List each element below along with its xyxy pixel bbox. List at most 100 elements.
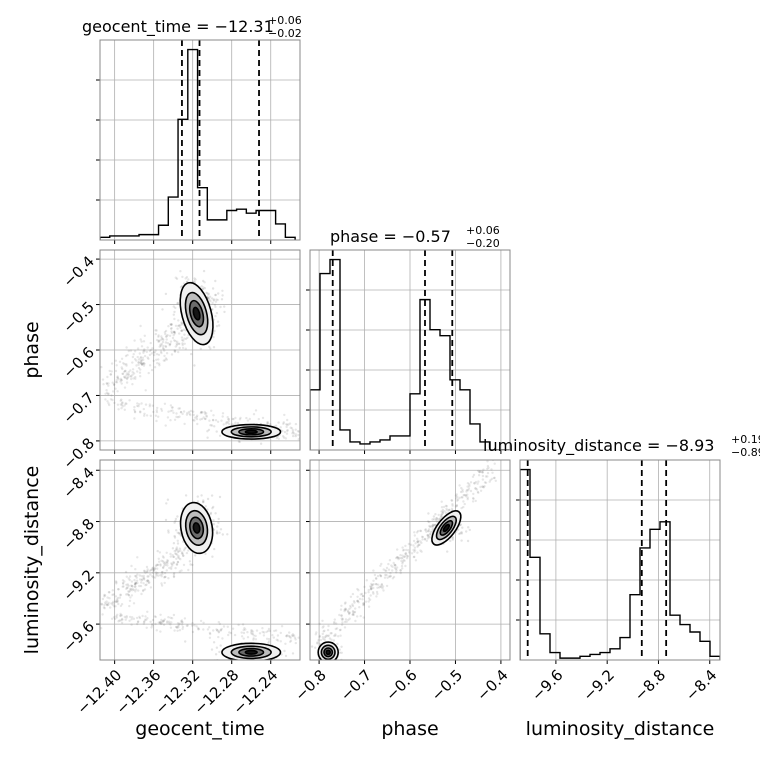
scatter-point — [161, 340, 165, 344]
scatter-point — [173, 330, 176, 333]
scatter-point — [142, 349, 145, 353]
scatter-point — [283, 413, 286, 417]
scatter-point — [214, 419, 218, 422]
scatter-point — [285, 634, 288, 638]
scatter-point — [266, 422, 269, 425]
scatter-point — [474, 480, 478, 484]
scatter-point — [209, 347, 212, 350]
title-phase: phase = −0.57 +0.06 −0.20 — [330, 224, 500, 250]
scatter-point — [175, 344, 179, 347]
scatter-point — [357, 589, 360, 592]
scatter-point — [165, 569, 168, 572]
scatter-point — [149, 568, 153, 572]
scatter-point — [179, 286, 183, 289]
scatter-point — [280, 653, 283, 656]
scatter-point — [172, 560, 175, 564]
scatter-point — [169, 323, 172, 326]
scatter-point — [397, 558, 400, 561]
scatter-point — [451, 538, 454, 541]
scatter-point — [213, 303, 217, 306]
scatter-point — [333, 622, 336, 625]
scatter-point — [269, 423, 272, 426]
scatter-point — [266, 422, 269, 425]
scatter-point — [114, 580, 118, 583]
scatter-point — [223, 310, 226, 314]
scatter-point — [107, 402, 110, 405]
scatter-point — [157, 557, 160, 560]
scatter-point — [214, 293, 217, 297]
scatter-point — [103, 594, 107, 597]
scatter-point — [157, 358, 160, 361]
scatter-point — [376, 586, 379, 589]
panel-border — [309, 249, 511, 451]
scatter-point — [468, 484, 471, 488]
scatter-point — [419, 540, 422, 543]
scatter-point — [114, 380, 118, 384]
scatter-point — [340, 617, 343, 620]
scatter-point — [142, 340, 146, 343]
scatter-point — [182, 554, 185, 557]
scatter-point — [493, 462, 496, 465]
scatter-point — [170, 617, 174, 620]
scatter-point — [101, 378, 105, 381]
scatter-point — [183, 617, 187, 620]
scatter-point — [356, 599, 359, 603]
scatter-point — [169, 340, 173, 343]
scatter-point — [135, 359, 138, 362]
scatter-point — [123, 580, 126, 583]
scatter-point — [155, 338, 159, 342]
scatter-point — [214, 305, 217, 309]
scatter-point — [340, 651, 343, 654]
scatter-point — [394, 567, 397, 571]
scatter-point — [133, 585, 136, 589]
scatter-point — [190, 352, 193, 356]
scatter-point — [125, 346, 128, 349]
scatter-point — [130, 584, 133, 587]
scatter-point — [286, 428, 289, 432]
scatter-point — [204, 417, 207, 420]
scatter-point — [104, 601, 107, 604]
scatter-point — [114, 600, 117, 603]
scatter-point — [204, 505, 207, 508]
scatter-point — [310, 645, 314, 648]
scatter-point — [393, 566, 397, 569]
scatter-point — [174, 324, 178, 327]
scatter-point — [467, 526, 470, 529]
scatter-point — [105, 389, 108, 392]
scatter-point — [185, 624, 189, 627]
scatter-point — [222, 625, 226, 628]
scatter-point — [400, 559, 403, 563]
scatter-point — [180, 322, 183, 325]
scatter-point — [164, 357, 168, 360]
scatter-point — [434, 524, 437, 527]
scatter-point — [459, 490, 463, 494]
scatter-point — [285, 423, 288, 426]
scatter-point — [115, 379, 118, 382]
scatter-point — [181, 621, 184, 624]
scatter-point — [224, 422, 228, 425]
scatter-point — [106, 375, 109, 379]
scatter-point — [481, 471, 484, 474]
scatter-point — [136, 370, 139, 373]
panel-border — [519, 459, 721, 661]
scatter-point — [180, 321, 183, 324]
scatter-point — [163, 562, 166, 565]
scatter-point — [333, 634, 336, 637]
scatter-point — [221, 289, 224, 292]
scatter-point — [329, 632, 332, 635]
scatter-point — [139, 584, 143, 588]
scatter-point — [133, 410, 137, 413]
scatter-point — [143, 362, 146, 365]
scatter-point — [155, 573, 158, 576]
scatter-point — [344, 608, 348, 611]
scatter-point — [152, 566, 155, 569]
scatter-point — [324, 635, 327, 638]
scatter-point — [219, 528, 223, 531]
scatter-point — [187, 410, 191, 414]
scatter-point — [428, 533, 432, 536]
scatter-point — [134, 590, 137, 593]
scatter-point — [177, 407, 180, 410]
scatter-point — [200, 494, 203, 497]
scatter-point — [351, 604, 355, 608]
scatter-point — [196, 422, 199, 426]
